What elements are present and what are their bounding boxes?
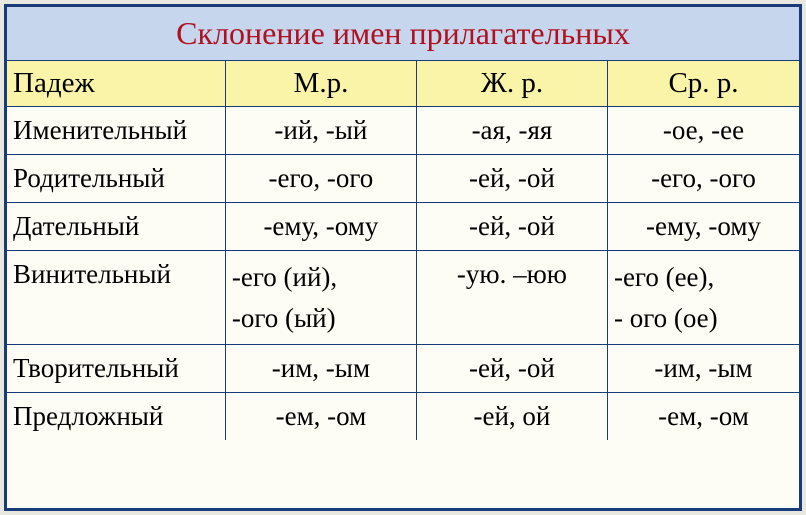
header-masculine: М.р. (226, 61, 417, 106)
neuter-ending: -его, -ого (608, 155, 799, 202)
table-row: Предложный -ем, -ом -ей, ой -ем, -ом (7, 393, 799, 440)
table-row: Творительный -им, -ым -ей, -ой -им, -ым (7, 345, 799, 393)
neuter-ending: -ое, -ее (608, 107, 799, 154)
case-name: Родительный (7, 155, 226, 202)
line2: - ого (ое) (614, 298, 718, 339)
table-row: Винительный -его (ий), -ого (ый) -ую. –ю… (7, 251, 799, 345)
table-row: Именительный -ий, -ый -ая, -яя -ое, -ее (7, 107, 799, 155)
table-header-row: Падеж М.р. Ж. р. Ср. р. (7, 61, 799, 107)
feminine-ending: -ей, ой (417, 393, 608, 440)
header-neuter: Ср. р. (608, 61, 799, 106)
declension-table: Склонение имен прилагательных Падеж М.р.… (4, 4, 802, 511)
neuter-ending: -его (ее), - ого (ое) (608, 251, 799, 344)
masculine-ending: -его, -ого (226, 155, 417, 202)
masculine-ending: -ем, -ом (226, 393, 417, 440)
feminine-ending: -ей, -ой (417, 155, 608, 202)
header-case: Падеж (7, 61, 226, 106)
table-row: Родительный -его, -ого -ей, -ой -его, -о… (7, 155, 799, 203)
header-feminine: Ж. р. (417, 61, 608, 106)
table-title: Склонение имен прилагательных (7, 7, 799, 61)
neuter-ending: -ем, -ом (608, 393, 799, 440)
neuter-ending: -им, -ым (608, 345, 799, 392)
feminine-ending: -ей, -ой (417, 345, 608, 392)
masculine-ending: -ий, -ый (226, 107, 417, 154)
line2: -ого (ый) (232, 298, 336, 339)
case-name: Винительный (7, 251, 226, 344)
masculine-ending: -им, -ым (226, 345, 417, 392)
line1: -его (ий), (232, 257, 337, 298)
neuter-ending: -ему, -ому (608, 203, 799, 250)
table-row: Дательный -ему, -ому -ей, -ой -ему, -ому (7, 203, 799, 251)
case-name: Именительный (7, 107, 226, 154)
feminine-ending: -ей, -ой (417, 203, 608, 250)
masculine-ending: -его (ий), -ого (ый) (226, 251, 417, 344)
masculine-ending: -ему, -ому (226, 203, 417, 250)
feminine-ending: -ая, -яя (417, 107, 608, 154)
line1: -его (ее), (614, 257, 714, 298)
feminine-ending: -ую. –юю (417, 251, 608, 344)
case-name: Творительный (7, 345, 226, 392)
case-name: Предложный (7, 393, 226, 440)
case-name: Дательный (7, 203, 226, 250)
